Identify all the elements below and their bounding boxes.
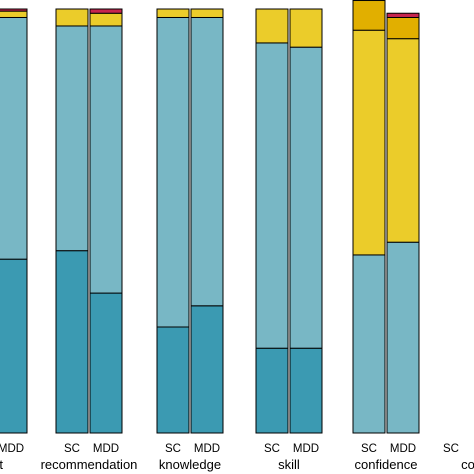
bar-label-0-1: MDD — [0, 443, 24, 455]
bar-segment-2-0-1 — [156, 16, 190, 328]
bar-segment-3-0-2 — [255, 8, 289, 44]
bar-segment-0-1-2 — [0, 10, 28, 18]
bar-segment-1-1-4 — [89, 8, 123, 14]
bar-label-4-1: MDD — [390, 443, 416, 455]
bar-label-5-0: SC — [443, 443, 459, 455]
bar-segment-1-1-2 — [89, 12, 123, 27]
bar-segment-3-1-0 — [289, 347, 323, 434]
group-label-0: ent — [0, 457, 3, 472]
bar-label-1-0: SC — [64, 443, 80, 455]
bar-label-4-0: SC — [361, 443, 377, 455]
bar-segment-4-1-2 — [386, 38, 420, 243]
bar-label-2-0: SC — [165, 443, 181, 455]
bar-segment-1-1-1 — [89, 25, 123, 294]
group-label-4: confidence — [355, 457, 418, 472]
bar-segment-4-1-4 — [386, 12, 420, 18]
bar-label-1-1: MDD — [93, 443, 119, 455]
bar-segment-4-1-1 — [386, 241, 420, 434]
bar-segment-2-0-0 — [156, 326, 190, 434]
bar-segment-3-1-2 — [289, 8, 323, 48]
bar-segment-4-0-2 — [352, 29, 386, 256]
bar-segment-2-1-0 — [190, 305, 224, 434]
bar-segment-3-0-0 — [255, 347, 289, 434]
group-label-2: knowledge — [159, 457, 221, 472]
bar-label-2-1: MDD — [194, 443, 220, 455]
bar-segment-3-0-1 — [255, 42, 289, 349]
group-label-3: skill — [278, 457, 300, 472]
bar-segment-0-1-4 — [0, 8, 28, 12]
bar-segment-1-1-0 — [89, 292, 123, 434]
bar-segment-2-0-2 — [156, 8, 190, 18]
bar-label-3-0: SC — [264, 443, 280, 455]
group-label-1: recommendation — [41, 457, 138, 472]
bar-segment-4-1-3 — [386, 16, 420, 40]
bar-segment-3-1-1 — [289, 46, 323, 349]
group-label-5: co — [461, 457, 474, 472]
bar-segment-2-1-1 — [190, 16, 224, 307]
bar-segment-2-1-2 — [190, 8, 224, 18]
bar-segment-0-1-0 — [0, 258, 28, 434]
bar-segment-1-0-2 — [55, 8, 89, 27]
bar-segment-0-1-1 — [0, 16, 28, 260]
bar-segment-4-0-3 — [352, 0, 386, 31]
bar-label-3-1: MDD — [293, 443, 319, 455]
bar-segment-1-0-0 — [55, 250, 89, 434]
bar-segment-1-0-1 — [55, 25, 89, 252]
bar-segment-4-0-1 — [352, 254, 386, 434]
